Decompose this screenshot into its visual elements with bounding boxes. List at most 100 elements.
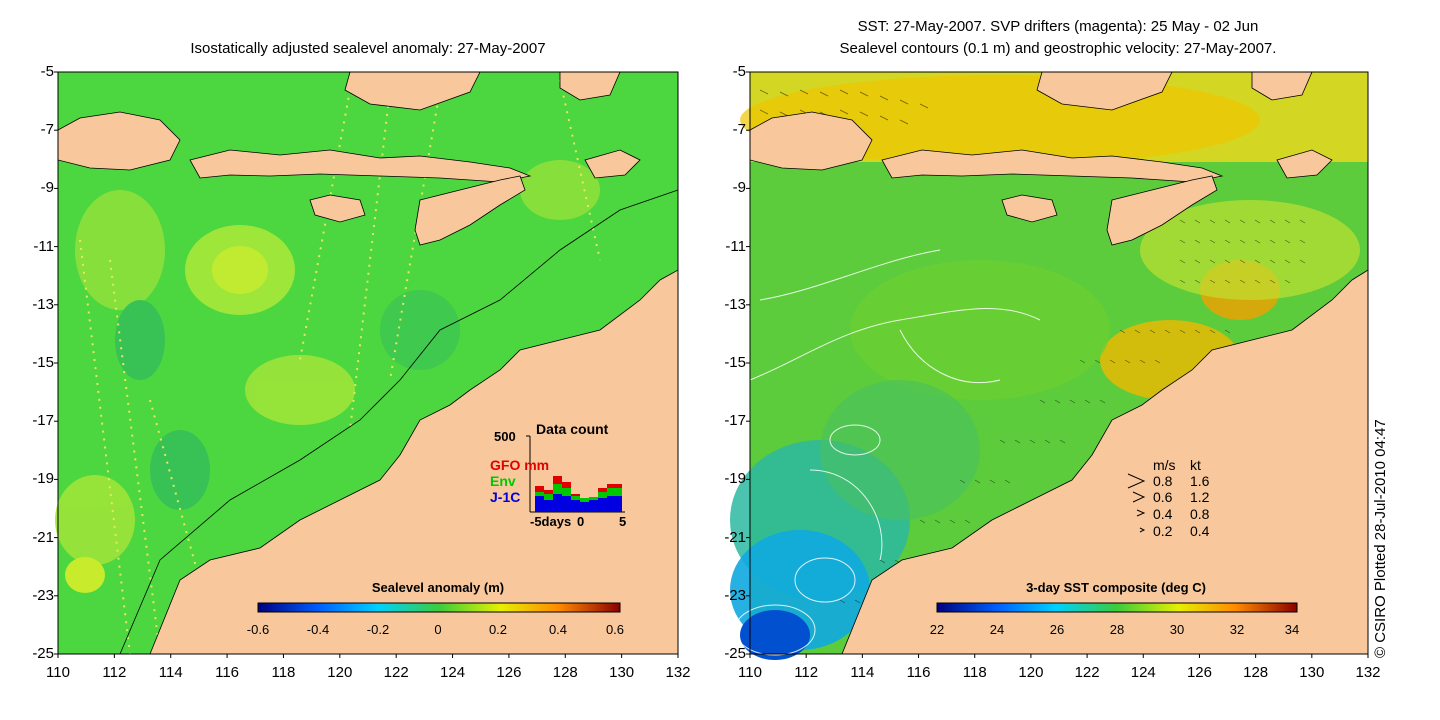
velocity-key-kt: 0.8 [1190,506,1210,522]
right-y-tick-label: -23 [724,586,746,604]
bar-day-5-env [571,496,580,500]
sla-colorbar-tick: -0.6 [247,622,269,637]
right-x-tick-label: 122 [1074,664,1100,681]
bar-day-10-gfo [616,484,622,488]
data-count-inset: Data count 500 GFO mm Env J-1C -5days 0 … [490,421,626,529]
left-y-tick-label: -17 [32,412,54,430]
left-x-tick-label: 116 [215,664,240,681]
inset-x-label-start: -5days [530,514,571,529]
bar-day-8-j1c [598,498,607,512]
left-x-tick-label: 126 [496,664,522,681]
sst-colorbar-tick: 22 [930,622,944,637]
left-x-tick-label: 132 [665,664,691,681]
inset-legend-env: Env [490,473,516,489]
bar-day-4-j1c [562,496,571,512]
right-y-tick-label: -9 [732,179,746,197]
sst-map: m/s kt 0.8 1.6 0.6 1.2 0.4 0.8 0.2 0.4 3… [730,71,1369,660]
bar-day-3-gfo [553,476,562,484]
left-x-tick-label: 130 [609,664,635,681]
bar-day-1-gfo [535,486,544,492]
left-y-tick-label: -11 [33,237,54,255]
right-y-tick-label: -21 [724,528,746,546]
left-y-tick-label: -23 [32,586,54,604]
sst-colorbar-tick: 24 [990,622,1004,637]
left-y-tick-label: -15 [32,354,54,371]
velocity-key-arrow [1136,509,1146,517]
axis-tick-marks [54,71,1369,658]
left-x-tick-label: 114 [158,664,183,681]
bar-day-3-env [553,484,562,494]
velocity-key-arrow [1132,491,1146,503]
sst-colorbar-tick: 34 [1285,622,1299,637]
bar-day-10-j1c [616,496,622,512]
bar-day-5-j1c [571,500,580,512]
left-x-tick-label: 124 [440,664,466,681]
right-x-tick-label: 132 [1355,664,1381,681]
bar-day-8-gfo [598,488,607,492]
sla-map: Data count 500 GFO mm Env J-1C -5days 0 … [55,71,679,655]
sla-colorbar-tick: 0.4 [549,622,567,637]
left-y-tick-label: -13 [32,295,54,313]
left-y-tick-label: -21 [32,528,54,546]
bar-day-1-j1c [535,496,544,512]
right-x-tick-label: 120 [1018,664,1044,681]
left-y-tick-label: -25 [32,645,54,662]
velocity-key-arrow [1127,473,1146,489]
copyright-credit: © CSIRO Plotted 28-Jul-2010 04:47 [1372,419,1389,658]
left-x-tick-label: 122 [383,664,409,681]
bar-day-7-j1c [589,500,598,512]
right-y-tick-label: -17 [724,412,746,430]
sst-land [749,71,1369,655]
left-x-tick-label: 112 [102,664,127,681]
right-x-tick-label: 110 [738,664,762,681]
sla-colorbar-tick: 0.2 [489,622,507,637]
velocity-key-ms: 0.8 [1153,473,1173,489]
sla-colorbar-tick: -0.4 [307,622,329,637]
right-x-tick-label: 112 [794,664,819,681]
sla-anomaly-patches [55,160,600,593]
right-map-title-line2: Sealevel contours (0.1 m) and geostrophi… [839,40,1277,57]
sla-colorbar-tick: 0.6 [606,622,624,637]
left-y-tick-label: -7 [40,121,54,139]
bar-day-1-env [535,492,544,496]
inset-legend-gfo: GFO mm [490,457,549,473]
bar-day-6-j1c [580,502,589,512]
velocity-key-kt: 1.2 [1190,489,1210,505]
sla-colorbar-tick: -0.2 [367,622,389,637]
sla-isobath-contour [119,189,679,655]
left-x-tick-label: 120 [327,664,353,681]
right-y-tick-label: -19 [724,470,746,488]
bar-day-9-env [607,488,616,496]
bar-day-4-gfo [562,482,571,488]
velocity-key-kt: 0.4 [1190,523,1210,539]
bar-day-9-j1c [607,496,616,512]
inset-legend-j1c: J-1C [490,489,520,505]
right-map-title-line1: SST: 27-May-2007. SVP drifters (magenta)… [857,18,1259,35]
velocity-key-ms: 0.4 [1153,506,1173,522]
sst-colorbar-tick: 32 [1230,622,1244,637]
bar-day-2-j1c [544,500,553,512]
right-x-tick-label: 114 [850,664,875,681]
left-y-tick-label: -19 [32,470,54,488]
right-y-tick-label: -25 [724,645,746,662]
left-x-tick-label: 128 [552,664,578,681]
right-y-tick-label: -5 [732,63,746,80]
right-y-tick-label: -13 [724,295,746,313]
right-x-tick-label: 116 [906,664,931,681]
bar-day-8-env [598,492,607,498]
bar-day-4-env [562,488,571,496]
velocity-key-kt: 1.6 [1190,473,1210,489]
right-x-tick-label: 126 [1186,664,1212,681]
data-count-bars [535,476,622,512]
sst-colorbar: 3-day SST composite (deg C) 22 24 26 28 … [930,580,1299,637]
sla-colorbar-title: Sealevel anomaly (m) [372,580,504,595]
bar-day-2-gfo [544,490,553,494]
bar-day-5-gfo [571,494,580,496]
sst-colorbar-tick: 28 [1110,622,1124,637]
sealevel-contours [734,249,1041,656]
right-x-tick-label: 128 [1243,664,1269,681]
velocity-key-ms: 0.2 [1153,523,1173,539]
bar-day-3-j1c [553,494,562,512]
velocity-key-header-kt: kt [1190,457,1201,473]
